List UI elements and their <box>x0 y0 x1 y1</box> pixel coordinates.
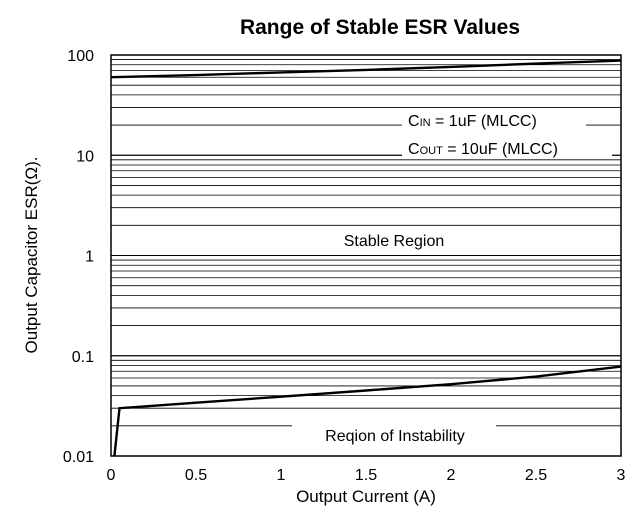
annotation-unstable-bg <box>292 424 496 446</box>
chart-title: Range of Stable ESR Values <box>240 16 520 39</box>
annotation-cout: COUT = 10uF (MLCC) <box>408 141 558 158</box>
annotation-cin-bg <box>402 108 586 130</box>
y-tick-label: 100 <box>67 48 94 65</box>
annotation-stable-bg <box>320 229 468 251</box>
x-tick-label: 1 <box>277 467 286 484</box>
series-line-1 <box>110 59 622 79</box>
annotation-instability-region: Reqion of Instability <box>325 428 465 445</box>
y-tick-label: 10 <box>76 148 94 165</box>
annotation-cout-value: = 10uF (MLCC) <box>443 141 558 158</box>
x-axis-label: Output Current (A) <box>296 487 436 506</box>
y-tick-labels: 0.01 0.1 1 10 100 <box>63 48 94 466</box>
y-tick-label: 0.01 <box>63 449 94 466</box>
annotation-cout-subscript: OUT <box>420 145 444 157</box>
x-tick-label: 3 <box>617 467 626 484</box>
plot-frame <box>110 54 622 457</box>
annotation-cin-prefix: C <box>408 113 420 130</box>
y-tick-label: 0.1 <box>72 349 94 366</box>
x-tick-label: 2.5 <box>525 467 547 484</box>
annotation-stable-region: Stable Region <box>344 233 445 250</box>
x-tick-label: 1.5 <box>355 467 377 484</box>
x-tick-labels: 0 0.5 1 1.5 2 2.5 3 <box>107 467 626 484</box>
x-tick-label: 0 <box>107 467 116 484</box>
x-tick-label: 2 <box>447 467 456 484</box>
series-group <box>110 59 622 457</box>
y-tick-label: 1 <box>85 249 94 266</box>
x-tick-label: 0.5 <box>185 467 207 484</box>
series-line-2 <box>113 365 622 457</box>
annotation-cin-subscript: IN <box>420 117 431 129</box>
y-axis-label: Output Capacitor ESR(Ω). <box>22 157 41 354</box>
annotation-cin-value: = 1uF (MLCC) <box>431 113 537 130</box>
annotation-cin: CIN = 1uF (MLCC) <box>408 113 537 130</box>
annotation-cout-bg <box>402 136 612 158</box>
annotation-cout-prefix: C <box>408 141 420 158</box>
